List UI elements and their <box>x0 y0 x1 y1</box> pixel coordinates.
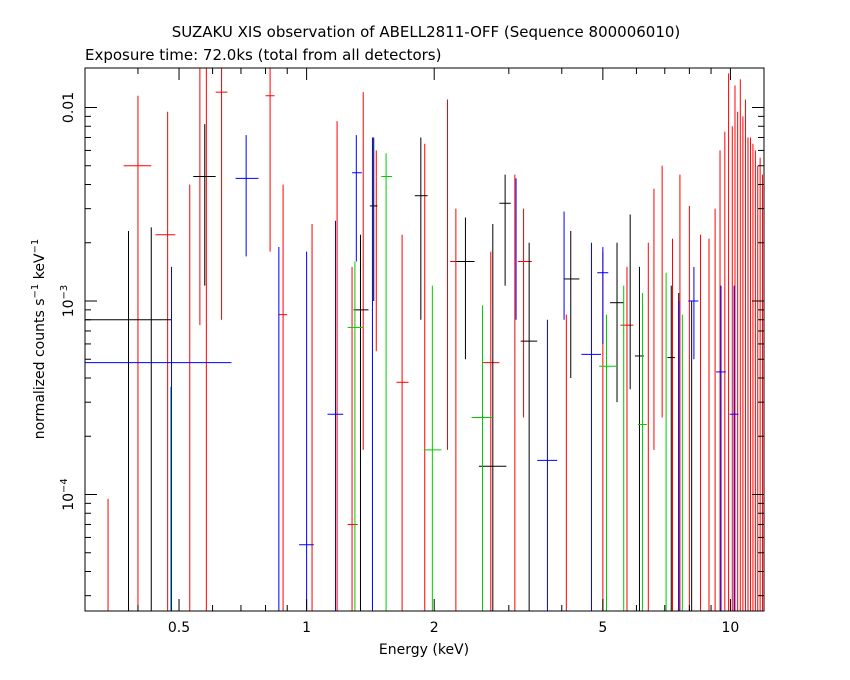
data-point <box>265 68 275 252</box>
y-tick-label: 10−4 <box>59 478 77 511</box>
series-0 <box>107 68 763 611</box>
data-point <box>450 208 463 611</box>
data-point <box>299 251 314 611</box>
series-3 <box>85 135 739 611</box>
data-point <box>369 137 378 301</box>
data-point <box>610 242 624 403</box>
data-point <box>517 208 532 418</box>
data-point <box>278 184 288 611</box>
data-point <box>327 220 344 611</box>
data-point <box>688 266 699 360</box>
y-axis-label-base: normalized counts s <box>32 298 48 439</box>
data-point <box>123 95 152 611</box>
data-point <box>499 174 511 286</box>
data-point <box>520 242 538 611</box>
data-point <box>667 285 676 611</box>
y-axis-label-mid: keV <box>32 253 48 284</box>
data-point <box>729 285 739 611</box>
data-point <box>347 261 364 611</box>
data-point <box>620 266 634 611</box>
data-series <box>85 68 763 611</box>
x-tick-label: 2 <box>430 620 439 636</box>
data-point <box>599 314 618 611</box>
data-point <box>347 266 358 611</box>
data-point <box>564 231 580 379</box>
chart-subtitle: Exposure time: 72.0ks (total from all de… <box>85 46 441 64</box>
data-point <box>85 231 172 611</box>
chart-title: SUZAKU XIS observation of ABELL2811-OFF … <box>172 23 681 41</box>
data-point <box>352 135 362 262</box>
data-point <box>235 135 259 257</box>
data-point <box>637 292 647 611</box>
series-2 <box>170 153 683 611</box>
data-point <box>85 266 232 611</box>
data-point <box>414 137 428 320</box>
x-axis-label: Energy (keV) <box>379 642 469 658</box>
axes: 0.5 1 2 5 10 10−4 10−3 0.01 <box>59 68 764 636</box>
y-axis-label: normalized counts s−1 keV−1 <box>30 239 48 440</box>
data-point <box>597 247 609 344</box>
data-point <box>471 305 493 611</box>
data-point <box>537 319 558 611</box>
y-axis-label-exp2: −1 <box>30 239 41 254</box>
y-axis-label-exp1: −1 <box>30 284 41 299</box>
data-point <box>381 153 392 611</box>
x-tick-label: 0.5 <box>168 620 190 636</box>
x-tick-label: 1 <box>302 620 311 636</box>
data-point <box>482 251 500 611</box>
y-tick-label: 10−3 <box>59 285 77 318</box>
data-point <box>423 285 442 611</box>
plot-frame <box>84 67 765 612</box>
data-point <box>396 234 409 611</box>
data-point <box>155 111 176 611</box>
data-point <box>455 217 475 360</box>
y-tick-label: 0.01 <box>61 92 77 123</box>
series-1 <box>85 124 693 611</box>
x-tick-label: 10 <box>722 620 740 636</box>
data-point <box>215 68 228 320</box>
data-point <box>353 234 369 611</box>
data-point <box>193 124 216 286</box>
x-tick-label: 5 <box>598 620 607 636</box>
data-point <box>581 242 602 611</box>
data-point <box>716 285 726 611</box>
